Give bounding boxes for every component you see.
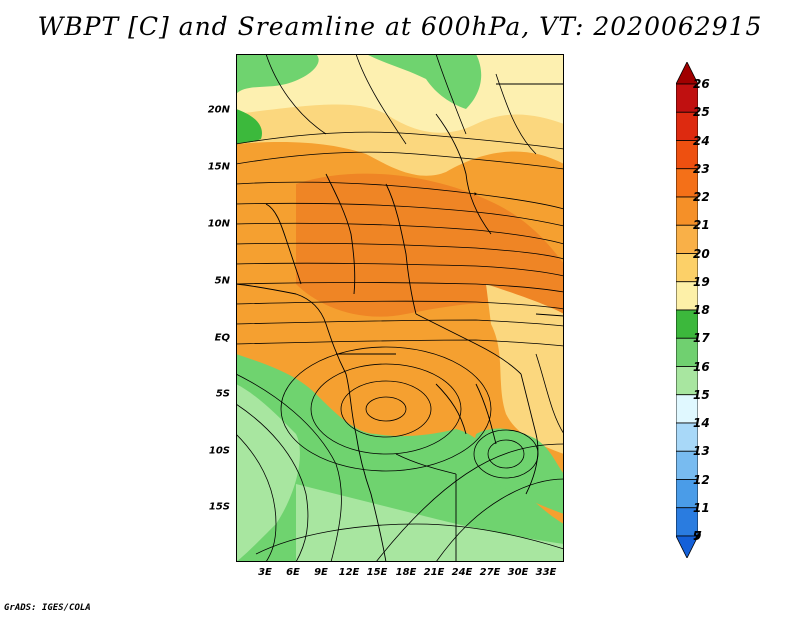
wbpt-zone-orange-dark — [296, 173, 564, 317]
lat-label-5n: 5N — [214, 275, 230, 287]
colorbar-label: 18 — [693, 303, 710, 317]
wbpt-zone-north-lightyellow — [236, 54, 564, 133]
lon-label-27e: 27E — [479, 567, 501, 578]
lat-label-eq: EQ — [214, 332, 230, 344]
lon-label-18e: 18E — [395, 567, 417, 578]
colorbar-label: 25 — [693, 105, 710, 120]
wbpt-zone-east-yellow — [486, 284, 564, 454]
colorbar-label: 12 — [693, 472, 710, 487]
lat-label-15s: 15S — [208, 501, 230, 513]
colorbar-label: 7 — [693, 529, 702, 543]
colorbar-label: 19 — [693, 274, 710, 289]
chart-title: WBPT [C] and Sreamline at 600hPa, VT: 20… — [37, 12, 763, 41]
lon-label-15e: 15E — [366, 567, 388, 578]
lon-label-33e: 33E — [535, 567, 557, 578]
lon-label-9e: 9E — [314, 567, 328, 578]
lat-label-15n: 15N — [207, 161, 230, 173]
wbpt-zone-north-green-east — [366, 54, 482, 109]
colorbar — [676, 62, 698, 558]
lon-label-24e: 24E — [451, 567, 473, 578]
lat-label-20n: 20N — [207, 104, 230, 116]
wbpt-zone-southwest-lightgreen — [236, 384, 300, 562]
colorbar-label: 11 — [693, 500, 710, 515]
colorbar-label: 14 — [693, 416, 710, 430]
lat-label-10n: 10N — [207, 218, 230, 230]
colorbar-label: 24 — [693, 133, 710, 148]
colorbar-bottom-triangle — [676, 535, 698, 558]
colorbar-label: 23 — [693, 161, 710, 176]
colorbar-label: 26 — [693, 77, 710, 91]
map-panel — [236, 54, 564, 562]
colorbar-label: 15 — [693, 387, 710, 402]
colorbar-label: 9 — [693, 529, 702, 543]
colorbar-label: 21 — [693, 218, 710, 233]
colorbar-label: 20 — [693, 246, 710, 261]
footer-credit: GrADS: IGES/COLA — [4, 603, 91, 613]
wbpt-zone-south-lightgreen — [296, 484, 564, 562]
colorbar-label: 17 — [693, 331, 710, 346]
colorbar-label: 16 — [693, 359, 710, 374]
wbpt-zone-north-green — [236, 54, 319, 94]
lon-label-3e: 3E — [258, 567, 272, 578]
lat-label-5s: 5S — [215, 388, 230, 400]
wbpt-zone-north-green-west — [236, 109, 262, 144]
country-borders — [236, 83, 564, 562]
lon-label-6e: 6E — [286, 567, 300, 578]
map-border — [236, 54, 564, 562]
lon-label-21e: 21E — [423, 567, 445, 578]
lon-label-12e: 12E — [338, 567, 360, 578]
wbpt-zone-east-green — [474, 428, 564, 514]
lon-label-30e: 30E — [507, 567, 529, 578]
streamlines — [236, 54, 564, 562]
colorbar-label: 22 — [693, 190, 710, 204]
colorbar-label: 13 — [693, 444, 710, 459]
lat-label-10s: 10S — [208, 445, 230, 457]
